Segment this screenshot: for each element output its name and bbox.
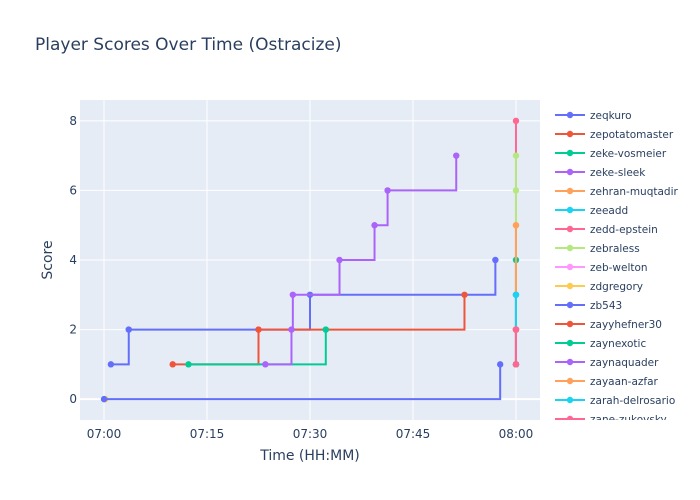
legend-marker-icon xyxy=(566,263,574,271)
y-tick-label: 4 xyxy=(69,253,77,267)
data-point xyxy=(512,152,520,159)
data-point xyxy=(461,291,468,298)
y-tick-label: 2 xyxy=(69,323,77,337)
legend-item[interactable]: zarah-delrosario xyxy=(555,395,675,407)
legend-marker-icon xyxy=(566,358,574,366)
legend-label: zebraless xyxy=(590,243,640,255)
legend-item[interactable]: zebraless xyxy=(555,243,640,255)
legend-label: zayyhefner30 xyxy=(590,319,662,331)
x-tick-label: 08:00 xyxy=(499,427,534,441)
data-point xyxy=(185,361,192,368)
data-point xyxy=(322,326,329,333)
legend-label: zayaan-azfar xyxy=(590,376,659,388)
legend-label: zeke-sleek xyxy=(590,167,646,179)
data-point xyxy=(512,291,520,298)
legend-label: zeqkuro xyxy=(590,110,632,122)
series-zeke-vosmeier xyxy=(185,326,329,368)
legend-marker-icon xyxy=(566,415,574,420)
legend-item[interactable]: zayaan-azfar xyxy=(555,376,659,388)
legend-marker-icon xyxy=(566,130,574,138)
legend-item[interactable]: zeke-sleek xyxy=(555,167,646,179)
legend-label: zehran-muqtadir xyxy=(590,186,679,198)
legend-item[interactable]: zeeadd xyxy=(555,205,628,217)
data-point xyxy=(496,361,504,368)
legend-label: zedd-epstein xyxy=(590,224,658,236)
data-point xyxy=(125,326,132,333)
legend-item[interactable]: zayyhefner30 xyxy=(555,319,662,331)
legend-item[interactable]: zepotatomaster xyxy=(555,129,674,141)
series-line xyxy=(188,329,327,366)
data-point xyxy=(255,326,262,333)
data-point xyxy=(289,291,297,298)
legend-item[interactable]: zehran-muqtadir xyxy=(555,186,679,198)
legend-marker-icon xyxy=(566,225,574,233)
legend-label: zb543 xyxy=(590,300,622,312)
series-zb543 xyxy=(100,361,504,403)
data-point xyxy=(512,326,520,333)
legend-item[interactable]: zane-zukovsky xyxy=(555,414,667,426)
series-zane-zukovsky xyxy=(512,326,520,368)
legend-marker-icon xyxy=(566,111,574,119)
series-zeke-sleek xyxy=(262,152,460,368)
legend-label: zaynexotic xyxy=(590,338,646,350)
data-point xyxy=(262,361,269,368)
legend: zeqkuro zepotatomaster zeke-vosmeier zeke-s… xyxy=(555,110,679,426)
legend-item[interactable]: zaynexotic xyxy=(555,338,646,350)
data-point xyxy=(512,361,520,368)
x-tick-label: 07:30 xyxy=(293,427,328,441)
legend-label: zane-zukovsky xyxy=(590,414,667,426)
data-point xyxy=(512,222,520,229)
legend-marker-icon xyxy=(566,244,574,252)
data-point xyxy=(512,187,520,194)
legend-item[interactable]: zeb-welton xyxy=(555,262,648,274)
legend-label: zeeadd xyxy=(590,205,628,217)
legend-marker-icon xyxy=(566,339,574,347)
y-tick-label: 6 xyxy=(69,183,77,197)
x-tick-label: 07:15 xyxy=(190,427,225,441)
legend-marker-icon xyxy=(566,282,574,290)
legend-item[interactable]: zb543 xyxy=(555,300,622,312)
data-point xyxy=(492,256,499,264)
series-line xyxy=(104,364,502,401)
x-tick-label: 07:00 xyxy=(87,427,122,441)
legend-item[interactable]: zdgregory xyxy=(555,281,643,293)
data-point xyxy=(371,222,378,229)
x-axis-label: Time (HH:MM) xyxy=(259,448,360,464)
legend-marker-icon xyxy=(566,187,574,195)
data-point xyxy=(107,361,115,368)
legend-label: zeb-welton xyxy=(590,262,648,274)
chart-title: Player Scores Over Time (Ostracize) xyxy=(35,35,342,55)
data-point xyxy=(336,256,343,264)
data-point xyxy=(169,361,176,368)
legend-marker-icon xyxy=(566,320,574,328)
data-point xyxy=(288,326,295,333)
legend-marker-icon xyxy=(566,377,574,385)
legend-marker-icon xyxy=(566,301,574,309)
legend-marker-icon xyxy=(566,396,574,404)
legend-marker-icon xyxy=(566,149,574,157)
legend-item[interactable]: zeqkuro xyxy=(555,110,632,122)
data-point xyxy=(453,152,460,159)
y-tick-label: 8 xyxy=(69,114,77,128)
legend-marker-icon xyxy=(566,206,574,214)
legend-marker-icon xyxy=(566,168,574,176)
legend-item[interactable]: zeke-vosmeier xyxy=(555,148,667,160)
legend-label: zeke-vosmeier xyxy=(590,148,667,160)
data-point xyxy=(384,187,391,194)
legend-item[interactable]: zaynaquader xyxy=(555,357,659,369)
legend-label: zdgregory xyxy=(590,281,643,293)
legend-label: zarah-delrosario xyxy=(590,395,675,407)
y-tick-label: 0 xyxy=(69,392,77,406)
legend-label: zepotatomaster xyxy=(590,129,674,141)
y-axis-label: Score xyxy=(40,240,56,279)
x-tick-label: 07:45 xyxy=(396,427,431,441)
legend-item[interactable]: zedd-epstein xyxy=(555,224,658,236)
data-point xyxy=(100,395,108,403)
data-point xyxy=(512,117,520,125)
legend-label: zaynaquader xyxy=(590,357,659,369)
